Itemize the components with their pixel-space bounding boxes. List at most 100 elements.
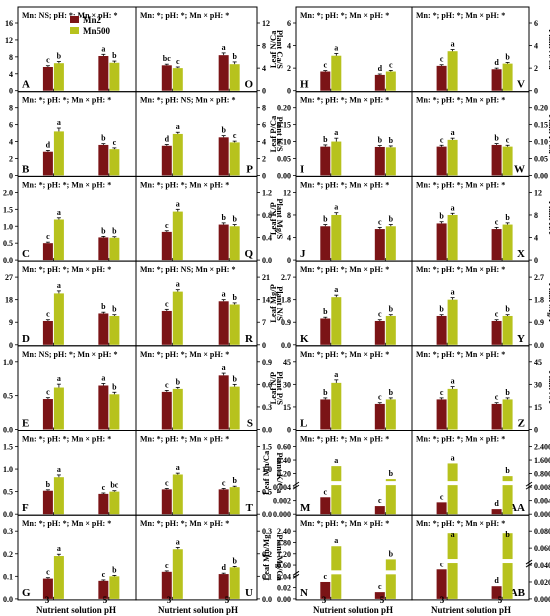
bar-mn500-ph5 <box>385 71 396 91</box>
y-tick-label: 12 <box>534 188 542 197</box>
significance-label: a <box>101 44 105 53</box>
panel-stats-title: Mn: *; pH: *; Mn × pH: * <box>140 519 229 528</box>
bar-mn2-ph5 <box>218 375 229 430</box>
y-tick-label: 0.00 <box>534 171 548 180</box>
bar-mn500-ph3 <box>172 474 183 515</box>
axis-break-mark <box>292 570 300 576</box>
axis-break-mark <box>525 481 533 487</box>
bar-mn2-ph5 <box>491 509 502 515</box>
significance-label: a <box>57 374 61 383</box>
significance-label: b <box>389 215 394 224</box>
y-axis-title: Leaf Mn/Mg <box>261 534 271 581</box>
bar-mn2-ph5 <box>98 144 109 176</box>
panel-a: Mn: NS; pH: *; Mn × pH: *0481216Leaf Ca/… <box>5 6 137 96</box>
y-tick-label: 45 <box>534 358 542 367</box>
significance-label: c <box>378 393 382 402</box>
bar-mn2-ph5 <box>491 69 502 91</box>
y-axis-title: Plant Mg/P <box>547 283 550 324</box>
y-tick-label: 1.80 <box>277 538 291 547</box>
bar-mn500-ph5 <box>109 315 120 345</box>
significance-label: a <box>176 199 180 208</box>
bar-mn500-ph3 <box>447 214 458 261</box>
y-tick-label: 0 <box>9 341 13 350</box>
significance-label: c <box>46 310 50 319</box>
panel-letter: L <box>300 418 307 430</box>
y-tick-label: 0 <box>534 87 538 96</box>
y-tick-label: 0 <box>287 87 291 96</box>
significance-label: a <box>451 203 455 212</box>
y-tick-label: 0 <box>9 87 13 96</box>
significance-label: b <box>112 227 117 236</box>
bar-mn2-ph3 <box>42 151 53 176</box>
bar-mn500-ph5 <box>229 142 240 176</box>
significance-label: c <box>324 61 328 70</box>
y-tick-label: 1.20 <box>277 550 291 559</box>
panel-p: Mn: *; pH: NS; Mn × pH: * 0 2 4 6 8 Plant K/S P… <box>135 91 285 180</box>
y-tick-label: 0.3 <box>262 403 272 412</box>
bar-mn2-ph3 <box>436 65 447 91</box>
significance-label: b <box>378 136 383 145</box>
bar-mn2-ph5 <box>218 489 229 515</box>
panel-letter: G <box>22 587 31 599</box>
y-tick-label: 1.5 <box>262 443 272 452</box>
bar-mn2-ph3 <box>436 502 447 515</box>
panel-l: Mn: *; pH: *; Mn × pH: * 0 15 30 45 Leaf N/P L… <box>268 345 413 435</box>
significance-label: b <box>505 388 510 397</box>
panel-d: Mn: *; pH: *; Mn × pH: *091827Leaf N/SDc… <box>5 260 137 350</box>
bar-mn2-ph5 <box>374 320 385 345</box>
y-tick-label: 2 <box>287 64 291 73</box>
bar-mn500-ph3 <box>447 388 458 430</box>
y-tick-label: 0.40 <box>277 456 291 465</box>
y-tick-label: 6 <box>9 121 13 130</box>
significance-label: b <box>101 134 106 143</box>
significance-label: c <box>46 56 50 65</box>
x-tick-5-left-b: 5 <box>225 595 230 605</box>
y-tick-label: 15 <box>283 403 291 412</box>
bar-mn500-ph5 <box>229 304 240 345</box>
bar-mn2-ph5 <box>218 574 229 599</box>
significance-label: b <box>221 126 226 135</box>
bar-mn500-ph3 <box>331 141 342 176</box>
x-axis-title-left-a: Nutrient solution pH <box>36 605 116 615</box>
bar-mn500-ph5 <box>229 64 240 91</box>
bar-mn2-ph5 <box>491 586 502 599</box>
significance-label: c <box>389 60 393 69</box>
panel-m: Mn: *; pH: *; Mn × pH: *0.0000.0020.0040… <box>261 430 413 519</box>
bar-mn500-ph3 <box>331 55 342 91</box>
significance-label: b <box>101 302 106 311</box>
significance-label: c <box>46 388 50 397</box>
panel-letter: Z <box>518 418 525 430</box>
bar-mn2-ph3 <box>320 399 331 430</box>
bar-mn2-ph3 <box>320 71 331 91</box>
y-axis-title: Plant K/Ca <box>275 452 285 494</box>
bar-mn2-ph5 <box>491 229 502 261</box>
y-axis-title: Leaf Mn/Ca <box>261 450 271 495</box>
y-tick-label: 6 <box>534 19 538 28</box>
bar-mn500-ph5 <box>385 399 396 430</box>
significance-label: c <box>324 487 328 496</box>
y-tick-label: 0.0 <box>3 510 13 519</box>
y-tick-label: 4 <box>287 234 291 243</box>
significance-label: b <box>232 374 237 383</box>
significance-label: b <box>232 476 237 485</box>
bar-mn500-ph3 <box>447 463 458 515</box>
significance-label: c <box>233 131 237 140</box>
panel-letter: R <box>245 333 254 345</box>
bar-mn500-ph5 <box>109 576 120 599</box>
significance-label: a <box>451 377 455 386</box>
significance-label: b <box>389 305 394 314</box>
bar-mn2-ph5 <box>98 493 109 515</box>
significance-label: a <box>451 288 455 297</box>
panel-letter: A <box>22 79 30 91</box>
panel-letter: J <box>300 248 306 260</box>
y-axis-title: Plant N/P <box>547 371 550 406</box>
panel-c: Mn: *; pH: *; Mn × pH: *0.00.51.01.52.0L… <box>3 175 137 265</box>
significance-label: a <box>176 122 180 131</box>
significance-label: b <box>232 52 237 61</box>
bar-mn2-ph3 <box>436 223 447 261</box>
y-tick-label: 0.000 <box>273 510 291 519</box>
significance-label: c <box>378 310 382 319</box>
bar-mn500-ph3 <box>53 131 64 176</box>
